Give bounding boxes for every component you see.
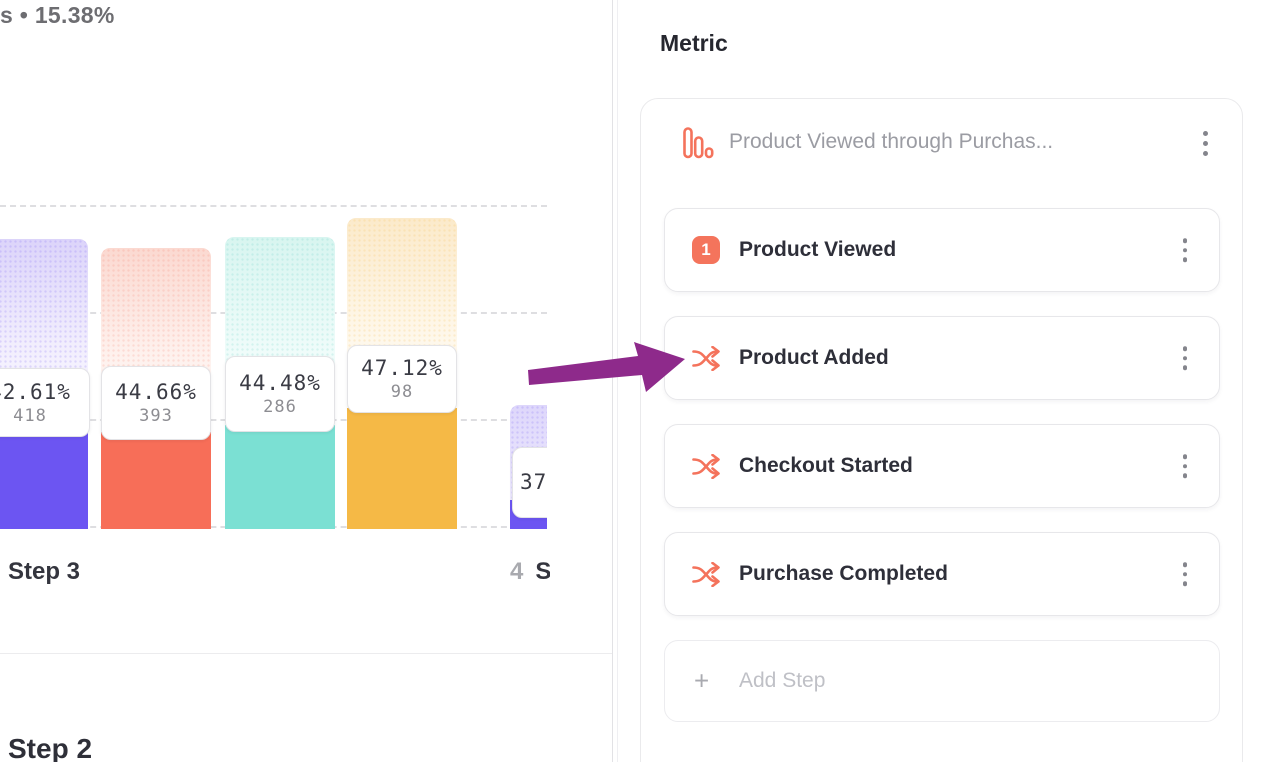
metric-panel: Metric Product Viewed through Purchas...…: [618, 0, 1264, 762]
panel-divider: [617, 0, 618, 762]
conversion-percent: 37: [520, 469, 547, 494]
metric-title: Product Viewed through Purchas...: [729, 130, 1054, 153]
shuffle-icon: [692, 561, 720, 587]
metric-card-header[interactable]: Product Viewed through Purchas...: [641, 99, 1242, 159]
bar-solid-segment: [347, 408, 457, 529]
bar-solid-segment: [225, 425, 335, 529]
step-card-product-added[interactable]: Product Added: [664, 316, 1220, 400]
value-label-card: 42.61% 418: [0, 368, 90, 437]
conversion-percent: 44.66%: [115, 380, 197, 404]
conversion-count: 98: [390, 382, 414, 402]
kebab-menu-icon[interactable]: [1179, 558, 1192, 590]
value-label-card: 44.66% 393: [101, 366, 211, 440]
value-label-card-clipped: 37: [512, 447, 547, 518]
x-axis-step-text: Step 4: [535, 558, 550, 585]
conversion-percent: 47.12%: [361, 356, 443, 380]
step-card-purchase-completed[interactable]: Purchase Completed: [664, 532, 1220, 616]
annotation-arrow: [528, 342, 685, 392]
x-axis-step-number: 4: [510, 558, 524, 585]
bar-solid-segment: [0, 425, 88, 529]
conversion-count: 418: [13, 405, 47, 426]
step-card-checkout-started[interactable]: Checkout Started: [664, 424, 1220, 508]
funnel-metric-icon: [683, 127, 714, 159]
conversion-percent: 44.48%: [239, 371, 321, 395]
kebab-menu-icon[interactable]: [1179, 342, 1192, 374]
chart-legend-fragment: s • 15.38%: [0, 2, 115, 28]
conversion-count: 286: [263, 397, 297, 417]
step-label: Product Added: [739, 346, 889, 369]
step-number-badge: 1: [692, 236, 720, 264]
bar-solid-segment: [101, 432, 211, 529]
add-step-label: Add Step: [739, 669, 826, 692]
chart-panel: s • 15.38%: [0, 0, 612, 762]
shuffle-icon: [692, 345, 720, 371]
plus-icon: +: [694, 665, 710, 696]
metric-card: Product Viewed through Purchas... 1 Prod…: [640, 98, 1243, 762]
value-label-card: 47.12% 98: [347, 345, 457, 413]
step-card-product-viewed[interactable]: 1 Product Viewed: [664, 208, 1220, 292]
value-label-card: 44.48% 286: [225, 356, 335, 432]
x-axis-label-step-4: 4 Step 4: [510, 558, 550, 586]
panel-title: Metric: [660, 30, 728, 56]
chart-x-axis: Step 3 4 Step 4: [0, 552, 550, 598]
kebab-menu-icon[interactable]: [1199, 127, 1212, 160]
below-section-title-fragment: Step 2: [8, 733, 93, 762]
panel-divider: [612, 0, 613, 762]
add-step-button[interactable]: + Add Step: [664, 640, 1220, 722]
section-divider: [0, 653, 612, 654]
gridline: [0, 205, 547, 207]
kebab-menu-icon[interactable]: [1179, 234, 1192, 266]
step-label: Product Viewed: [739, 238, 897, 261]
conversion-count: 393: [139, 406, 173, 426]
funnel-chart: 42.61% 418 44.66% 393 44.48% 286 47.12% …: [0, 195, 547, 529]
shuffle-icon: [692, 453, 720, 479]
conversion-percent: 42.61%: [0, 379, 71, 404]
x-axis-label-step-3: Step 3: [8, 558, 81, 585]
step-label: Purchase Completed: [739, 562, 948, 585]
step-label: Checkout Started: [739, 454, 913, 477]
kebab-menu-icon[interactable]: [1179, 450, 1192, 482]
